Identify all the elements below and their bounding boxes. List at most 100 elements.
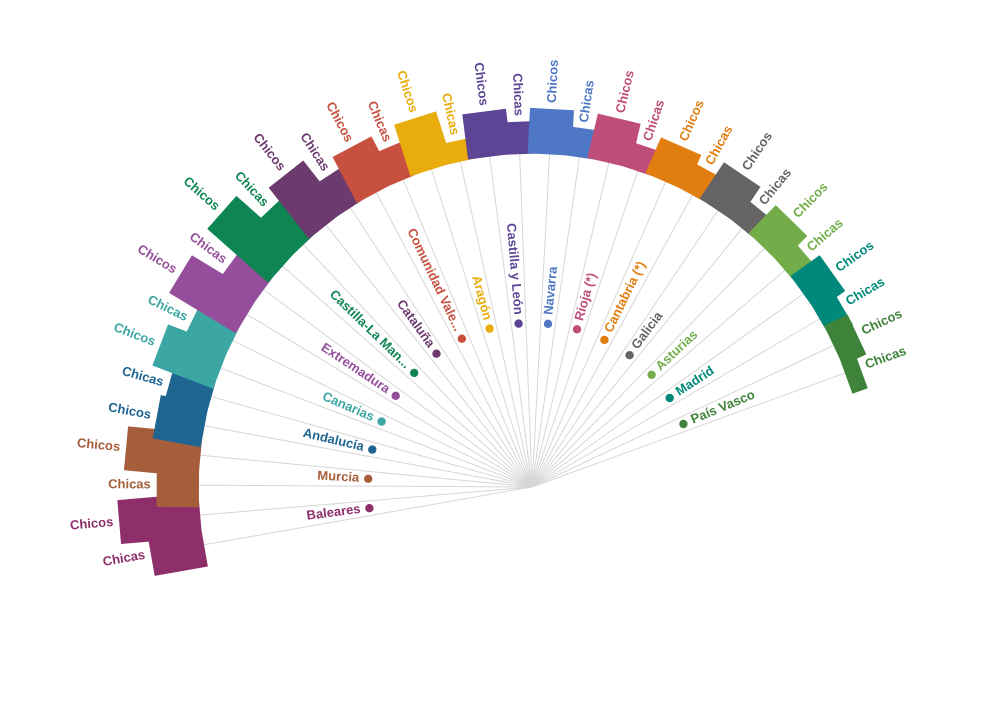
region-label-castilla-y-leon: Castilla y León — [504, 222, 526, 315]
bar-label: Chicas — [365, 99, 395, 144]
region-dot — [410, 368, 419, 378]
spoke-line — [531, 194, 693, 488]
bar-label: Chicas — [439, 92, 463, 137]
region-label-canarias: Canarias — [320, 388, 376, 424]
spoke-line — [220, 367, 533, 488]
bar-label: Chicos — [471, 62, 491, 107]
bar-castilla-la-man-chicos — [207, 195, 298, 283]
spoke-line — [531, 228, 743, 488]
bar-label: Chicos — [859, 306, 905, 338]
region-dot — [665, 393, 674, 403]
bar-pais-vasco-chicos — [824, 314, 867, 366]
spoke-line — [303, 244, 533, 488]
bar-extremadura-chicos — [169, 255, 259, 334]
spoke-line — [531, 157, 580, 488]
spoke-lines — [198, 154, 846, 546]
region-label-pais-vasco: País Vasco — [688, 387, 757, 427]
bar-label: Chicas — [843, 274, 887, 308]
spoke-line — [531, 171, 639, 488]
bar-label: Chicos — [112, 319, 158, 348]
spoke-line — [430, 169, 533, 488]
spoke-line — [531, 181, 666, 488]
bar-label: Chicas — [756, 165, 795, 208]
bar-label: Chicas — [640, 98, 668, 143]
spoke-line — [325, 224, 533, 488]
region-dot — [647, 370, 656, 379]
bar-label: Chicas — [510, 73, 527, 116]
region-dot — [572, 325, 582, 334]
spoke-line — [531, 162, 610, 488]
spoke-line — [519, 154, 533, 488]
bar-label: Chicos — [69, 514, 113, 533]
spoke-line — [198, 484, 533, 488]
spoke-line — [531, 318, 820, 488]
region-dot — [543, 319, 553, 328]
region-label-asturias: Asturias — [652, 327, 700, 374]
region-dot — [391, 391, 400, 400]
region-label-cantabria: Cantabria (*) — [601, 259, 649, 335]
region-dot — [368, 445, 377, 454]
bar-castilla-la-man-chicas — [254, 194, 320, 260]
spoke-line — [531, 345, 834, 488]
bar-group: ChicasChicosChicasChicosChicosChicasChic… — [69, 59, 908, 576]
spoke-line — [246, 313, 533, 488]
region-label-baleares: Baleares — [306, 501, 362, 523]
spoke-line — [531, 210, 719, 488]
spoke-line — [350, 207, 533, 488]
region-label-madrid: Madrid — [673, 363, 717, 399]
bar-label: Chicos — [181, 173, 223, 213]
region-dot — [514, 319, 523, 328]
bar-label: Chicos — [323, 99, 357, 144]
spoke-line — [531, 248, 765, 488]
region-dot — [377, 417, 386, 426]
region-dot — [365, 504, 374, 513]
bar-label: Chicos — [612, 69, 637, 115]
bar-label: Chicas — [576, 79, 597, 123]
bar-label: Chicos — [250, 130, 289, 173]
bar-label: Chicos — [76, 435, 121, 454]
region-label-cataluna: Cataluña — [394, 297, 439, 351]
region-dot — [679, 419, 688, 429]
spoke-line — [489, 156, 533, 488]
bar-label: Chicos — [676, 98, 707, 144]
region-dot — [457, 334, 467, 343]
bar-label: Chicas — [804, 215, 846, 254]
bar-label: Chicos — [135, 241, 180, 276]
spoke-line — [531, 293, 804, 488]
bar-label: Chicos — [394, 68, 421, 114]
bar-cataluna-chicos — [268, 160, 344, 239]
region-label-murcia: Murcia — [317, 468, 360, 485]
spoke-line — [531, 269, 786, 488]
bar-label: Chicas — [863, 343, 908, 372]
bar-label: Chicos — [738, 129, 775, 173]
spoke-line — [211, 396, 533, 488]
bar-label: Chicos — [790, 179, 831, 221]
bar-pais-vasco-chicas — [837, 346, 868, 394]
spoke-line — [200, 486, 533, 516]
region-dot — [364, 474, 373, 483]
spoke-line — [204, 425, 533, 488]
bar-label: Chicos — [107, 399, 152, 422]
bar-label: Chicas — [102, 547, 147, 569]
spoke-line — [531, 154, 551, 488]
spoke-line — [402, 179, 533, 488]
region-label-rioja: Rioja (*) — [571, 271, 599, 322]
region-dot — [432, 349, 441, 358]
spoke-line — [204, 486, 533, 546]
spoke-line — [232, 340, 533, 488]
bar-label: Chicos — [832, 237, 876, 274]
spoke-line — [459, 161, 533, 488]
bar-label: Chicas — [108, 476, 151, 491]
spoke-line — [531, 372, 846, 488]
region-dot — [625, 351, 634, 360]
spoke-line — [263, 289, 533, 488]
region-dot — [600, 335, 609, 345]
bar-label: Chicas — [702, 123, 736, 168]
spoke-line — [282, 265, 533, 488]
region-label-aragon: Aragón — [469, 274, 495, 322]
bar-label: Chicos — [544, 59, 561, 103]
spoke-line — [200, 454, 533, 488]
region-label-navarra: Navarra — [540, 265, 560, 315]
region-dot — [485, 324, 494, 333]
